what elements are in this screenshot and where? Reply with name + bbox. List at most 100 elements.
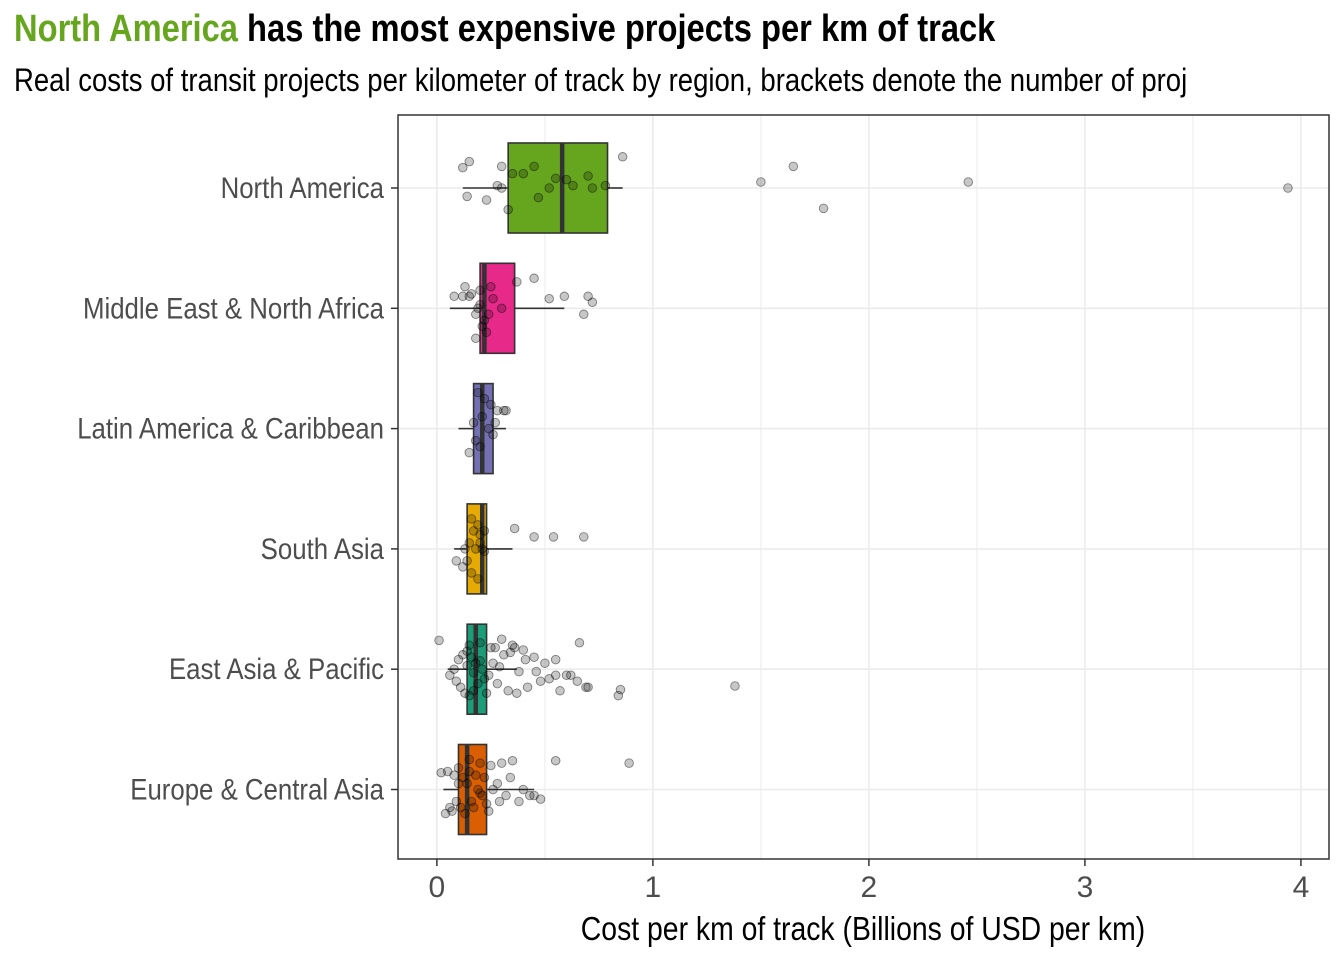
data-point — [460, 808, 470, 819]
data-point — [445, 802, 455, 813]
chart-title-highlight: North America — [14, 8, 238, 50]
data-point — [496, 758, 507, 768]
data-point — [458, 162, 468, 173]
data-point — [624, 758, 634, 768]
data-point — [525, 790, 535, 801]
data-point — [518, 645, 529, 655]
data-point — [479, 546, 490, 557]
data-point — [561, 174, 572, 185]
y-tick-label: Europe & Central Asia — [130, 773, 384, 806]
data-point — [581, 682, 591, 692]
x-tick-label: 1 — [645, 871, 662, 904]
data-point — [462, 556, 472, 566]
data-point — [568, 180, 578, 191]
data-point — [471, 658, 481, 668]
data-point — [483, 806, 494, 816]
data-point — [479, 526, 490, 536]
data-point — [566, 670, 576, 680]
data-point — [481, 688, 492, 698]
data-point — [613, 690, 624, 701]
y-axis: North America Middle East & North Africa L… — [77, 171, 398, 806]
data-point — [466, 568, 477, 578]
data-point — [529, 652, 539, 662]
data-point — [458, 291, 468, 302]
data-point — [617, 152, 628, 162]
data-point — [471, 333, 481, 344]
data-point — [533, 192, 544, 203]
data-point — [550, 173, 561, 184]
data-point — [503, 686, 513, 696]
data-point — [460, 688, 470, 698]
data-point — [535, 676, 546, 686]
x-tick-label: 0 — [429, 871, 446, 904]
data-point — [583, 171, 593, 181]
data-point — [548, 532, 559, 542]
data-point — [473, 678, 483, 689]
data-point — [509, 523, 520, 534]
data-point — [1283, 183, 1293, 193]
data-point — [550, 654, 561, 665]
data-point — [479, 772, 490, 783]
data-point — [449, 291, 459, 302]
data-point — [442, 766, 453, 777]
data-point — [535, 794, 546, 804]
data-point — [475, 788, 485, 798]
data-point — [468, 686, 479, 696]
y-tick-label: South Asia — [261, 532, 385, 565]
data-point — [818, 203, 829, 214]
data-point — [473, 784, 483, 795]
data-point — [488, 784, 498, 795]
data-point — [496, 303, 507, 314]
data-point — [529, 790, 539, 801]
data-point — [475, 299, 485, 310]
data-point — [445, 670, 455, 680]
data-point — [481, 327, 492, 338]
data-point — [481, 195, 492, 205]
data-point — [436, 767, 446, 778]
data-point — [464, 754, 475, 765]
data-point — [471, 544, 481, 554]
data-point — [488, 293, 498, 304]
data-point — [561, 670, 572, 680]
data-point — [464, 447, 475, 458]
data-point — [451, 796, 462, 807]
data-point — [458, 562, 468, 572]
data-point — [505, 647, 516, 658]
data-point — [488, 658, 498, 668]
data-point — [481, 799, 492, 809]
data-point — [479, 393, 490, 404]
data-point — [483, 670, 494, 680]
data-point — [451, 556, 462, 566]
data-point — [464, 156, 475, 167]
y-tick-label: East Asia & Pacific — [169, 652, 384, 685]
data-point — [449, 664, 459, 674]
chart-subtitle: Real costs of transit projects per kilom… — [14, 62, 1188, 98]
plot-panel-border — [397, 114, 1330, 860]
data-point — [540, 658, 550, 668]
data-point — [529, 532, 539, 542]
data-point — [477, 544, 487, 554]
y-tick-label: North America — [221, 171, 385, 204]
data-point — [574, 638, 585, 648]
data-point — [496, 161, 507, 172]
data-point — [507, 640, 518, 650]
data-point — [492, 405, 503, 416]
data-point — [492, 180, 503, 191]
box-rect — [507, 142, 609, 234]
box-rect — [457, 743, 488, 836]
data-point — [486, 642, 496, 653]
data-point — [468, 417, 479, 428]
data-point — [464, 291, 475, 302]
data-point — [477, 664, 487, 674]
data-point — [473, 303, 483, 314]
data-point — [462, 646, 472, 656]
box-layer — [443, 142, 623, 836]
data-point — [477, 321, 487, 332]
data-point — [579, 532, 589, 542]
data-point — [572, 676, 583, 686]
data-point — [468, 526, 479, 536]
data-point — [788, 161, 799, 172]
data-point — [460, 281, 470, 292]
data-point — [501, 790, 511, 801]
data-point — [501, 405, 511, 416]
